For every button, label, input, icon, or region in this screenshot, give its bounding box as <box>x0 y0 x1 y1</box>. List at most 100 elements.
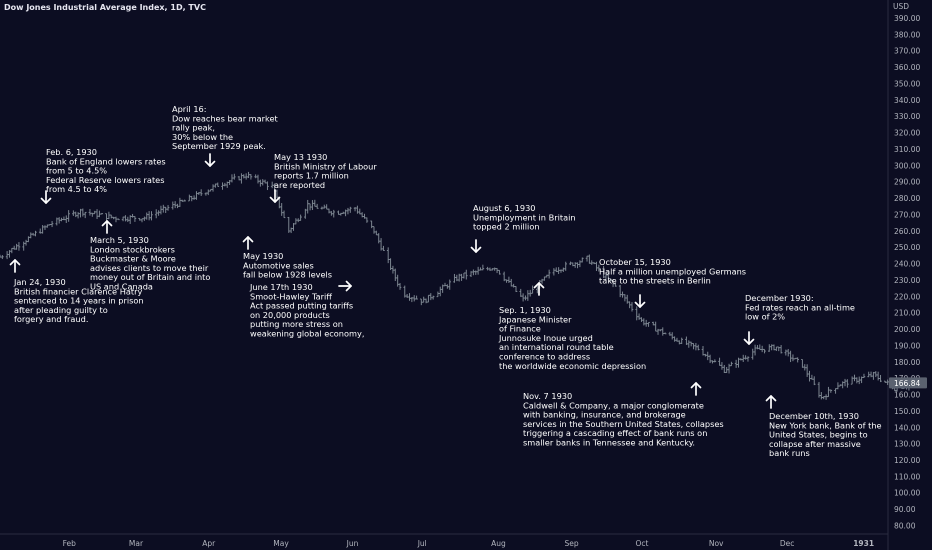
y-tick-label: 390.00 <box>894 14 920 23</box>
ohlc-bar <box>228 180 231 185</box>
ohlc-bar <box>562 267 565 272</box>
ohlc-bar <box>74 211 78 218</box>
y-tick-label: 100.00 <box>894 489 920 498</box>
annotation-text: December 1930: Fed rates reach an all-tim… <box>745 293 855 322</box>
ohlc-bar <box>438 286 442 297</box>
ohlc-bar <box>853 374 856 382</box>
ohlc-bar <box>12 245 16 250</box>
ohlc-bar <box>578 260 582 268</box>
arrow-right-icon <box>338 280 352 292</box>
x-tick-label: Apr <box>202 539 216 548</box>
x-tick-label: Dec <box>780 539 795 548</box>
ohlc-bar <box>117 218 120 221</box>
ohlc-bar <box>585 255 589 262</box>
ohlc-bar <box>794 357 797 360</box>
ohlc-bar <box>744 355 747 360</box>
ohlc-bar <box>83 211 87 219</box>
ohlc-bar <box>571 262 575 267</box>
annotation-text: October 15, 1930 Half a million unemploye… <box>599 257 746 286</box>
ohlc-bar <box>822 396 826 400</box>
ohlc-bar <box>836 382 840 390</box>
ohlc-bar <box>109 214 113 219</box>
arrow-up-icon <box>9 259 21 273</box>
ohlc-bar <box>143 216 146 221</box>
ohlc-bar <box>415 295 418 300</box>
ohlc-bar <box>545 274 549 278</box>
ohlc-bar <box>767 344 771 352</box>
ohlc-bar <box>443 282 447 287</box>
ohlc-bar <box>557 267 560 275</box>
ohlc-bar <box>760 345 764 353</box>
arrow-down-icon <box>269 189 281 203</box>
arrow-up-icon <box>242 236 254 250</box>
ohlc-bar <box>304 208 307 219</box>
ohlc-bar <box>178 197 182 207</box>
ohlc-bar <box>775 346 778 351</box>
ohlc-bar <box>188 194 191 202</box>
y-tick-label: 120.00 <box>894 456 920 465</box>
ohlc-bar <box>855 377 859 384</box>
ohlc-bar <box>488 267 492 271</box>
ohlc-bar <box>131 213 134 218</box>
ohlc-bar <box>164 206 167 214</box>
ohlc-bar <box>827 386 830 398</box>
ohlc-bar <box>353 207 357 212</box>
y-tick-label: 200.00 <box>894 325 920 334</box>
ohlc-bar <box>100 212 104 215</box>
ohlc-bar <box>812 376 816 386</box>
ohlc-bar <box>772 344 776 351</box>
ohlc-bar <box>237 176 241 181</box>
ohlc-bar <box>756 345 759 350</box>
ohlc-bar <box>457 273 461 282</box>
ohlc-bar <box>803 364 807 371</box>
y-tick-label: 110.00 <box>894 472 920 481</box>
ohlc-bar <box>704 353 707 357</box>
ohlc-bar <box>486 266 489 271</box>
ohlc-bar <box>481 264 485 271</box>
ohlc-bar <box>176 203 179 209</box>
y-tick-label: 220.00 <box>894 292 920 301</box>
ohlc-bar <box>363 213 366 219</box>
ohlc-bar <box>801 358 804 368</box>
ohlc-bar <box>838 384 842 387</box>
ohlc-bar <box>592 262 596 265</box>
ohlc-bar <box>521 293 525 302</box>
ohlc-bar <box>150 211 153 221</box>
ohlc-bar <box>846 379 849 388</box>
ohlc-bar <box>573 262 577 268</box>
ohlc-bar <box>708 354 712 364</box>
ohlc-bar <box>263 179 267 184</box>
ohlc-bar <box>670 332 674 340</box>
ohlc-bar <box>43 225 47 230</box>
ohlc-bar <box>720 362 724 370</box>
y-tick-label: 140.00 <box>894 423 920 432</box>
arrow-down-icon <box>634 294 646 308</box>
ohlc-bar <box>67 210 70 222</box>
ohlc-bar <box>618 284 622 298</box>
ohlc-bar <box>266 181 269 191</box>
ohlc-bar <box>661 327 665 336</box>
ohlc-bar <box>590 260 594 265</box>
ohlc-bar <box>694 342 698 351</box>
ohlc-bar <box>349 206 352 213</box>
ohlc-bar <box>332 209 336 218</box>
ohlc-bar <box>841 381 844 389</box>
y-tick-label: 340.00 <box>894 96 920 105</box>
ohlc-bar <box>687 340 691 348</box>
ohlc-bar <box>48 224 52 226</box>
y-tick-label: 290.00 <box>894 178 920 187</box>
ohlc-bar <box>315 203 319 209</box>
ohlc-bar <box>233 173 236 180</box>
arrow-up-icon <box>533 282 545 296</box>
ohlc-bar <box>391 265 395 274</box>
ohlc-bar <box>29 232 33 239</box>
ohlc-bar <box>474 270 478 275</box>
ohlc-bar <box>105 213 108 221</box>
ohlc-bar <box>154 209 158 219</box>
ohlc-bar <box>784 349 788 356</box>
y-tick-label: 150.00 <box>894 407 920 416</box>
ohlc-bar <box>673 336 676 342</box>
ohlc-bar <box>408 293 411 301</box>
ohlc-bar <box>696 344 700 351</box>
